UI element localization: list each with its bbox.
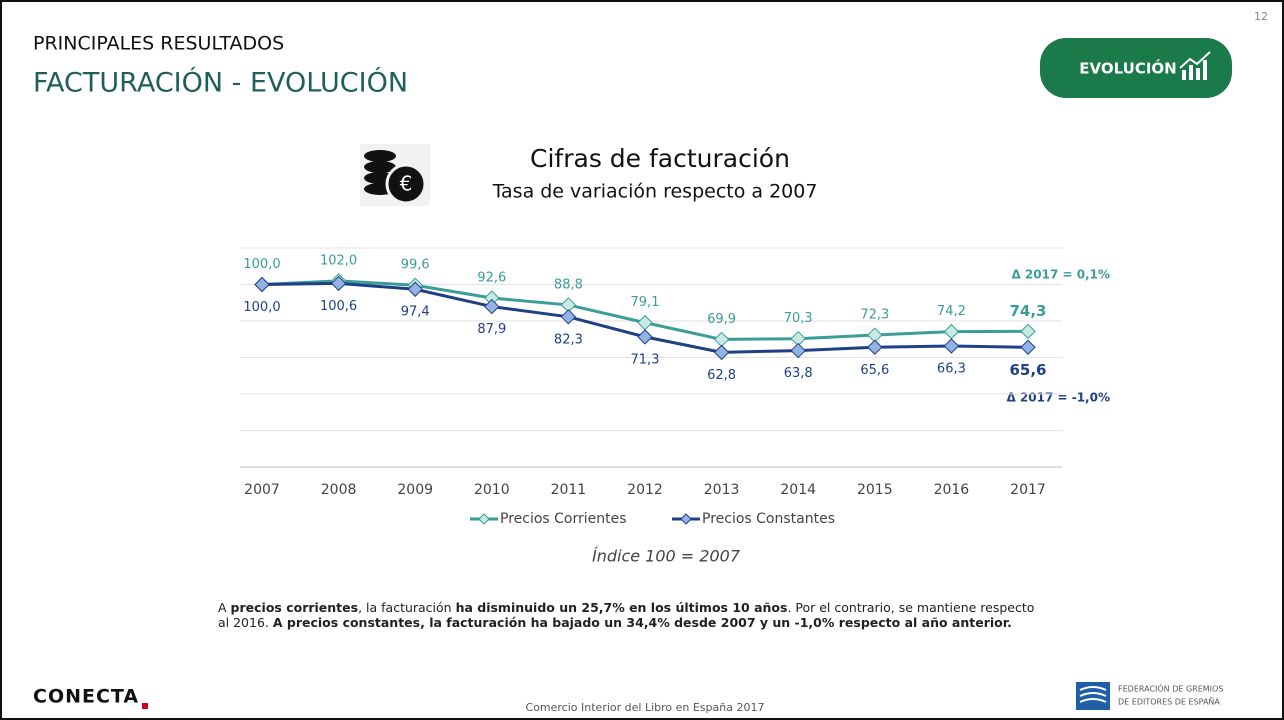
x-tick-label: 2008 [321, 482, 357, 498]
footer-source: Comercio Interior del Libro en España 20… [526, 701, 765, 714]
page-number: 12 [1254, 10, 1268, 23]
annotation: Δ 2017 = -1,0% [1006, 391, 1110, 405]
data-point [637, 314, 653, 331]
data-label: 100,0 [243, 300, 280, 315]
paragraph-segment: , la facturación [358, 600, 456, 615]
data-label: 88,8 [554, 277, 583, 292]
data-point [254, 276, 270, 293]
data-point [943, 323, 960, 340]
x-tick-label: 2014 [780, 482, 816, 498]
data-label: 69,9 [707, 312, 736, 327]
data-point [1020, 339, 1036, 355]
chart-title: Cifras de facturación [530, 144, 790, 173]
org-name: DE EDITORES DE ESPAÑA [1118, 697, 1220, 707]
x-tick-label: 2007 [244, 482, 280, 498]
x-tick-label: 2010 [474, 482, 510, 498]
x-tick-label: 2013 [704, 482, 740, 498]
badge-text: EVOLUCIÓN [1079, 59, 1176, 78]
x-tick-label: 2011 [551, 482, 587, 498]
legend-label: Precios Constantes [702, 511, 835, 527]
paragraph-segment: ha disminuido un 25,7% en los últimos 10… [455, 600, 788, 615]
data-label: 65,6 [1009, 361, 1046, 379]
x-tick-label: 2017 [1010, 482, 1046, 498]
data-label: 74,3 [1009, 302, 1046, 320]
paragraph-segment: A [218, 600, 231, 615]
data-label: 79,1 [631, 295, 660, 310]
data-label: 65,6 [860, 363, 889, 378]
logo-dot [142, 703, 148, 709]
paragraph-segment: precios corrientes [230, 600, 359, 615]
data-point [484, 298, 500, 315]
legend-label: Precios Corrientes [500, 511, 627, 527]
paragraph-segment: A precios constantes, la facturación ha … [272, 615, 1012, 630]
data-label: 99,6 [401, 258, 430, 273]
annotation: Δ 2017 = 0,1% [1011, 268, 1110, 282]
x-tick-label: 2015 [857, 482, 893, 498]
org-name: FEDERACIÓN DE GREMIOS [1118, 683, 1223, 694]
data-label: 102,0 [320, 253, 357, 268]
data-point [560, 309, 577, 325]
x-tick-label: 2009 [397, 482, 433, 498]
legend-marker [680, 513, 692, 525]
legend-marker [478, 513, 490, 525]
x-tick-label: 2016 [934, 482, 970, 498]
slide-title: FACTURACIÓN - EVOLUCIÓN [33, 67, 408, 99]
kicker: PRINCIPALES RESULTADOS [33, 33, 284, 55]
org-logo [1076, 682, 1110, 710]
chart-note: Índice 100 = 2007 [592, 547, 741, 566]
data-point [330, 275, 347, 292]
data-label: 100,6 [320, 299, 357, 314]
data-point [713, 344, 730, 361]
data-label: 87,9 [477, 322, 506, 337]
data-label: 100,0 [243, 257, 280, 272]
data-point [867, 339, 883, 355]
paragraph-segment: . Por el contrario, se mantiene respecto… [218, 600, 1035, 630]
data-point [713, 331, 730, 348]
data-label: 82,3 [554, 332, 583, 347]
data-label: 74,2 [937, 304, 966, 319]
data-point [407, 281, 423, 297]
badge-icon [1179, 51, 1211, 80]
data-point [943, 338, 960, 354]
data-label: 66,3 [937, 362, 966, 377]
data-label: 62,8 [707, 368, 736, 383]
data-point [790, 342, 806, 359]
data-label: 97,4 [401, 305, 430, 320]
coins-icon: € [360, 144, 430, 206]
summary-paragraph: A precios corrientes, la facturación ha … [218, 600, 1048, 630]
data-label: 72,3 [860, 308, 889, 323]
svg-text:€: € [400, 172, 413, 196]
data-point [637, 329, 653, 345]
data-label: 70,3 [784, 311, 813, 326]
data-point [1020, 323, 1036, 340]
chart-subtitle: Tasa de variación respecto a 2007 [492, 181, 818, 203]
data-label: 71,3 [631, 352, 660, 367]
badge [1040, 38, 1232, 98]
data-label: 63,8 [784, 366, 813, 381]
data-label: 92,6 [477, 271, 506, 286]
x-tick-label: 2012 [627, 482, 663, 498]
logo: CONECTA [33, 686, 139, 708]
